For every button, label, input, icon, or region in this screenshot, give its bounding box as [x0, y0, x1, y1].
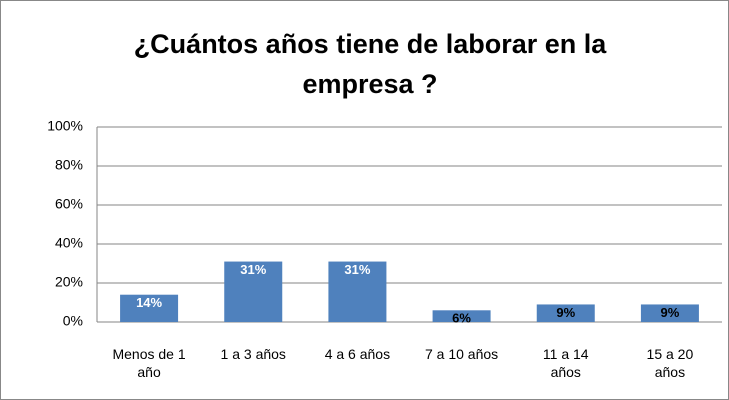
bar — [432, 310, 491, 322]
data-label: 31% — [240, 262, 266, 277]
x-tick-label: 15 a 20 años — [646, 346, 694, 380]
data-label: 9% — [556, 305, 575, 320]
y-tick-label: 80% — [55, 157, 83, 173]
data-label: 14% — [136, 295, 162, 310]
bar — [328, 261, 387, 322]
chart-title: ¿Cuántos años tiene de laborar en la — [134, 29, 608, 59]
data-label: 9% — [661, 305, 680, 320]
x-tick-label: 11 a 14 años — [542, 346, 589, 380]
bar — [536, 304, 595, 322]
x-tick-label: 4 a 6 años — [324, 346, 391, 362]
data-label: 6% — [452, 311, 471, 326]
y-tick-label: 40% — [55, 235, 83, 251]
y-tick-label: 20% — [55, 274, 83, 290]
x-tick-label: 1 a 3 años — [220, 346, 286, 362]
chart-title: empresa ? — [302, 69, 437, 99]
x-tick-label: 7 a 10 años — [424, 346, 499, 362]
bar — [224, 261, 283, 322]
y-tick-label: 0% — [63, 313, 83, 329]
y-tick-label: 100% — [47, 118, 83, 134]
y-tick-label: 60% — [55, 196, 83, 212]
bar — [120, 294, 179, 322]
bar — [640, 304, 699, 322]
data-label: 31% — [344, 262, 370, 277]
x-tick-label: Menos de 1 año — [112, 346, 186, 380]
